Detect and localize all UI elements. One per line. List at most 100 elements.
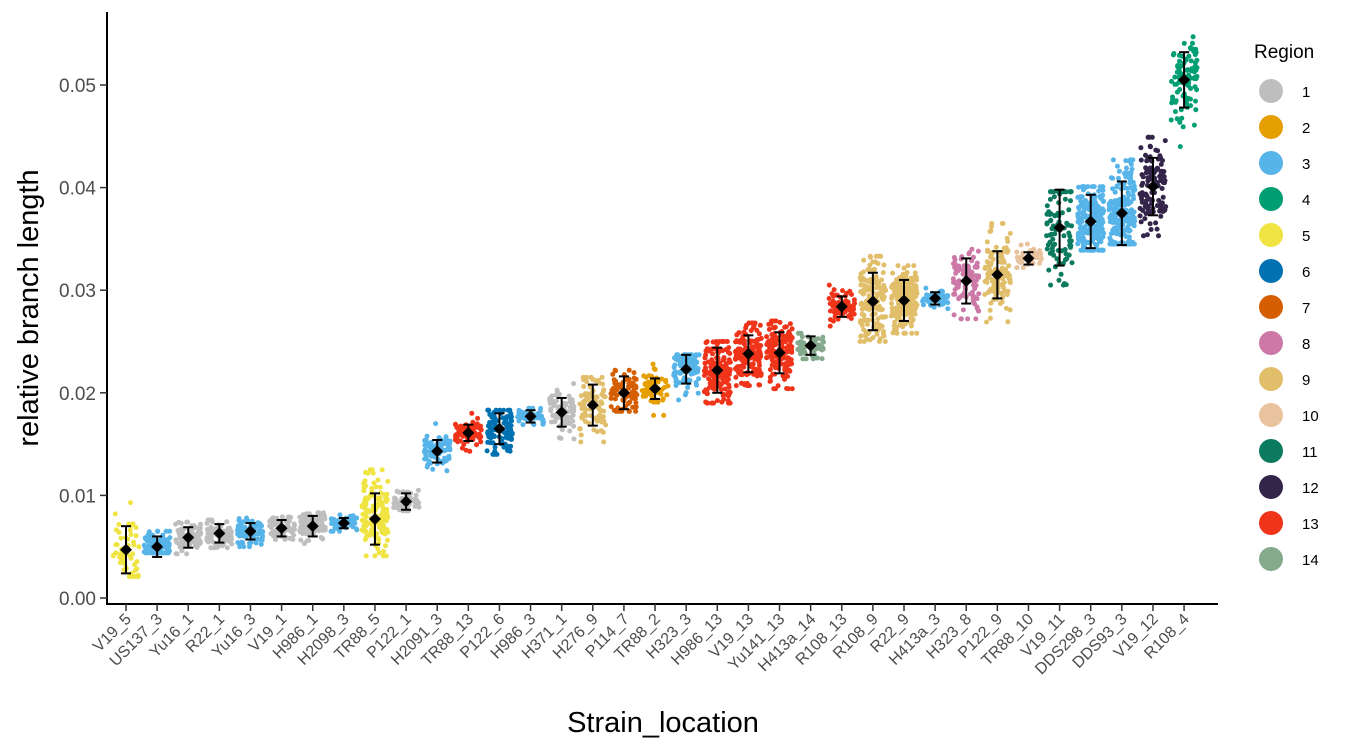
data-point xyxy=(1193,46,1199,52)
data-point xyxy=(1047,212,1053,217)
data-point xyxy=(161,538,167,544)
mean-marker xyxy=(493,422,506,435)
data-point xyxy=(1141,233,1146,239)
data-point xyxy=(267,520,273,526)
data-point xyxy=(1097,239,1102,245)
data-point xyxy=(685,385,691,390)
data-point xyxy=(727,351,733,356)
point-cloud-P122_6 xyxy=(484,407,515,457)
data-point xyxy=(1158,213,1164,219)
data-point xyxy=(754,341,759,347)
data-point xyxy=(472,425,478,431)
mean-marker xyxy=(1053,221,1066,234)
data-point xyxy=(726,382,732,388)
data-point xyxy=(470,419,476,425)
data-point xyxy=(769,332,775,338)
data-point xyxy=(1188,58,1194,64)
data-point xyxy=(717,381,723,387)
data-point xyxy=(1128,175,1134,181)
data-point xyxy=(1078,226,1084,232)
data-point xyxy=(1124,165,1129,171)
data-point xyxy=(597,412,603,418)
data-point xyxy=(688,357,694,363)
data-points-layer xyxy=(110,34,1200,579)
data-point xyxy=(224,545,230,551)
data-point xyxy=(371,480,377,486)
data-point xyxy=(1046,267,1052,273)
data-point xyxy=(484,448,490,454)
data-point xyxy=(1080,231,1086,237)
data-point xyxy=(975,308,981,314)
error-bar-TR88_5 xyxy=(368,492,381,546)
data-point xyxy=(1111,212,1117,218)
y-tick-label: 0.01 xyxy=(59,486,96,507)
data-point xyxy=(1076,205,1082,211)
data-point xyxy=(447,438,453,444)
data-point xyxy=(633,408,639,414)
data-point xyxy=(1153,220,1159,226)
data-point xyxy=(1058,271,1064,277)
data-point xyxy=(858,320,863,326)
data-point xyxy=(384,527,390,532)
data-point xyxy=(603,422,609,428)
data-point xyxy=(1062,247,1068,252)
data-point xyxy=(1005,288,1011,294)
data-point xyxy=(581,384,587,389)
data-point xyxy=(863,330,869,336)
data-point xyxy=(492,451,498,457)
data-point xyxy=(318,535,324,540)
data-point xyxy=(782,376,787,382)
data-point xyxy=(1000,282,1005,288)
error-bar-H276_9 xyxy=(586,383,599,427)
data-point xyxy=(1049,226,1055,232)
data-point xyxy=(595,377,601,383)
data-point xyxy=(485,430,491,436)
data-point xyxy=(966,250,972,256)
data-point xyxy=(1176,52,1182,58)
legend-item-5: 5 xyxy=(1259,223,1310,247)
data-point xyxy=(1168,117,1174,123)
data-point xyxy=(702,355,708,361)
mean-marker xyxy=(368,512,381,525)
data-point xyxy=(392,503,398,508)
data-point xyxy=(1075,241,1081,247)
data-point xyxy=(672,362,678,368)
data-point xyxy=(755,355,761,361)
data-point xyxy=(469,410,475,416)
data-point xyxy=(130,521,136,527)
data-point xyxy=(766,326,772,332)
data-point xyxy=(379,501,385,507)
data-point xyxy=(780,344,785,350)
data-point xyxy=(879,323,885,329)
data-point xyxy=(1185,67,1190,73)
data-point xyxy=(167,528,173,534)
data-point xyxy=(1080,187,1086,193)
data-point xyxy=(193,524,199,530)
data-point xyxy=(758,351,763,357)
data-point xyxy=(651,366,657,372)
data-point xyxy=(960,307,966,313)
data-point xyxy=(273,531,278,537)
mean-marker xyxy=(151,540,164,553)
data-point xyxy=(1063,251,1069,257)
error-bar-TR88_10 xyxy=(1022,251,1035,266)
data-point xyxy=(686,377,692,383)
data-point xyxy=(633,400,639,406)
data-point xyxy=(971,282,976,288)
data-point xyxy=(329,521,335,527)
data-point xyxy=(441,448,447,454)
data-point xyxy=(907,308,913,314)
data-point xyxy=(701,368,707,374)
mean-marker xyxy=(1084,215,1097,228)
data-point xyxy=(987,315,993,321)
data-point xyxy=(319,517,325,523)
data-point xyxy=(912,270,918,276)
mean-marker xyxy=(524,410,537,423)
legend-swatch xyxy=(1259,511,1283,535)
data-point xyxy=(1160,158,1165,163)
data-point xyxy=(858,333,864,339)
data-point xyxy=(1159,200,1165,206)
error-bar-V19_11 xyxy=(1053,188,1066,267)
data-point xyxy=(866,317,871,323)
legend-swatch xyxy=(1259,475,1283,499)
